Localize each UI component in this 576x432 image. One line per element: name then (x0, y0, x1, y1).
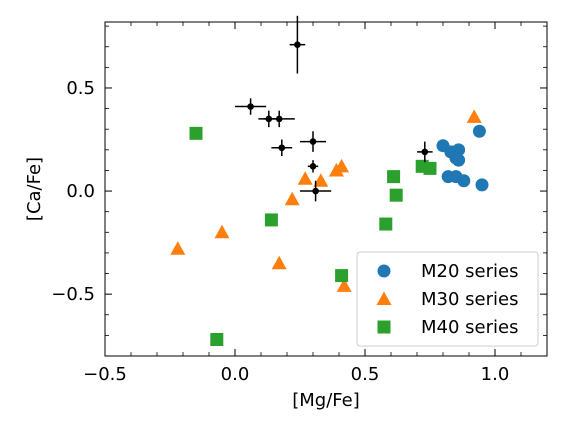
y-tick-label: 0.0 (66, 181, 95, 202)
errorbar-point (289, 15, 306, 74)
series-2-point (271, 255, 287, 270)
error-point-marker (421, 148, 429, 156)
series-2-point (214, 224, 230, 239)
error-point-marker (294, 41, 301, 48)
series-3-point (335, 269, 349, 283)
legend-marker-square (377, 320, 391, 334)
error-point-marker (247, 103, 254, 110)
error-point-marker (278, 144, 286, 152)
series-1-point (475, 178, 489, 192)
errorbar-point (263, 110, 295, 128)
x-tick-label: 0.0 (221, 364, 250, 385)
x-tick-label: 0.5 (351, 364, 380, 385)
y-tick-label: −0.5 (51, 284, 95, 305)
errorbar-point (271, 139, 293, 157)
series-3-point (423, 161, 437, 175)
error-point-marker (309, 163, 317, 170)
x-axis-label: [Mg/Fe] (292, 390, 360, 411)
axis-ticks: −0.5 0.0 0.5 1.0 −0.5 0.0 0.5 (51, 22, 548, 385)
legend-label: M30 series (421, 289, 518, 310)
series-2-point (284, 191, 300, 206)
legend-marker-triangle (376, 291, 392, 305)
errorbar-point (235, 98, 267, 115)
plot-frame (104, 21, 548, 357)
series-1-point (457, 174, 471, 188)
error-point-marker (312, 187, 319, 195)
series-1-point (472, 124, 486, 138)
legend-marker-circle (377, 264, 391, 278)
series-2-point (297, 171, 313, 185)
series-1-point (452, 153, 466, 167)
series-2-point (328, 162, 344, 177)
series-2-point (170, 241, 186, 255)
series-3-point (379, 217, 393, 231)
errorbar-point (300, 131, 326, 152)
error-point-marker (309, 138, 317, 145)
errorbar-point (307, 160, 319, 173)
series-3-point (264, 213, 278, 227)
series-3-point (210, 333, 224, 347)
series-3-point (389, 188, 403, 202)
errorbar-point (417, 141, 433, 163)
series-2-point (466, 109, 482, 123)
series-3-point (189, 126, 203, 140)
series-2-point (336, 278, 352, 292)
error-point-marker (275, 115, 283, 123)
y-tick-label: 0.5 (66, 78, 95, 99)
legend-label: M20 series (421, 261, 518, 282)
y-axis-label: [Ca/Fe] (24, 157, 45, 221)
series-3-point (387, 170, 401, 184)
legend-box (356, 251, 539, 347)
x-tick-label: 1.0 (481, 364, 510, 385)
errorbar-point (300, 180, 332, 202)
series-2-point (313, 173, 329, 187)
data-marks (170, 15, 489, 347)
legend-label: M40 series (421, 317, 518, 338)
legend: M20 series M30 series M40 series (356, 251, 539, 347)
x-tick-label: −0.5 (83, 364, 127, 385)
